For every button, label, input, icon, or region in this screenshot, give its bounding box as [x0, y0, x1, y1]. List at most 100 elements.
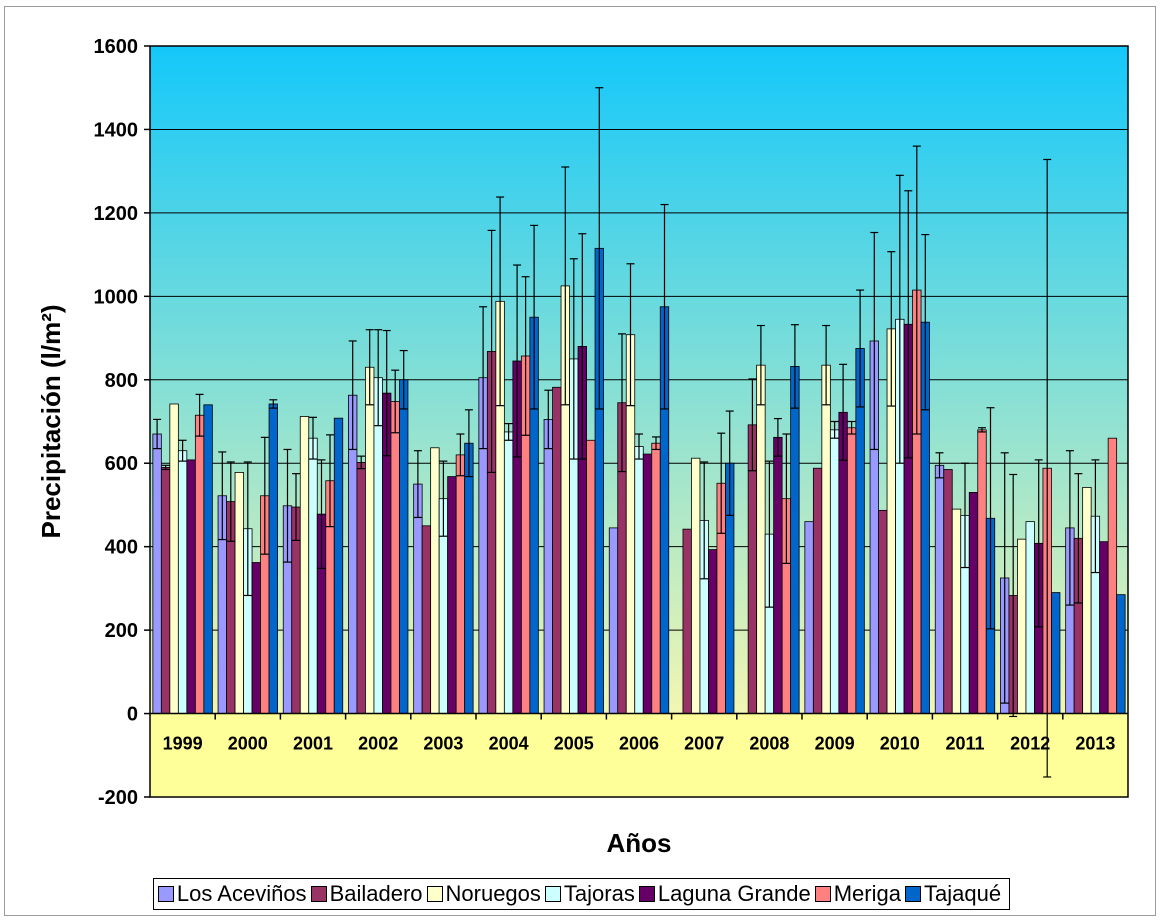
bar	[299, 416, 310, 714]
bar	[430, 447, 440, 714]
bar	[790, 366, 800, 714]
bar	[1051, 592, 1061, 714]
bar	[812, 467, 823, 714]
chart-frame	[4, 6, 1156, 916]
x-tick-label: 2001	[293, 734, 333, 754]
legend-item: Noruegos	[426, 881, 541, 907]
bar	[390, 401, 400, 714]
legend-item: Meriga	[814, 881, 901, 907]
bar	[1107, 437, 1118, 714]
x-tick-label: 2007	[684, 734, 724, 754]
bar	[821, 364, 831, 714]
y-tick-label: 1000	[94, 286, 139, 308]
x-tick-label: 2006	[619, 734, 659, 754]
x-tick-label: 2000	[228, 734, 268, 754]
bar	[1025, 521, 1035, 714]
plot-border	[149, 45, 1129, 798]
bar	[804, 521, 814, 714]
bar	[503, 431, 514, 714]
legend-swatch	[426, 886, 443, 902]
legend-swatch	[157, 886, 174, 902]
x-tick-label: 2005	[554, 734, 594, 754]
bar	[447, 476, 457, 714]
plot-area-negative	[150, 713, 1128, 797]
bar	[878, 509, 888, 714]
bar	[464, 442, 474, 714]
bar	[373, 377, 383, 714]
legend-swatch	[814, 886, 831, 902]
legend-label: Tajoras	[563, 881, 635, 906]
x-tick-label: 2009	[815, 734, 855, 754]
bar	[177, 450, 188, 714]
legend-label: Los Aceviños	[176, 881, 307, 906]
bar	[651, 442, 661, 714]
y-tick-label: 200	[105, 620, 138, 642]
y-tick-label: 0	[127, 704, 138, 726]
bar	[977, 429, 987, 714]
bar	[152, 433, 162, 714]
bar	[968, 492, 979, 714]
x-tick-label: 2012	[1010, 734, 1050, 754]
y-tick-label: 400	[105, 537, 138, 559]
bar	[251, 562, 261, 714]
x-tick-label: 1999	[163, 734, 203, 754]
x-tick-label: 2002	[358, 734, 398, 754]
bar	[365, 366, 375, 714]
bar	[1017, 538, 1027, 714]
bar	[160, 466, 171, 714]
bar	[333, 417, 344, 714]
legend-swatch	[544, 886, 561, 902]
legend-label: Bailadero	[329, 881, 423, 906]
bar	[413, 483, 423, 714]
y-tick-label: 1600	[94, 36, 139, 58]
bar	[356, 461, 366, 714]
bar	[1082, 487, 1092, 714]
bar	[634, 446, 644, 714]
x-tick-label: 2003	[423, 734, 463, 754]
bar	[586, 439, 596, 714]
bar	[169, 403, 179, 714]
bar	[268, 403, 278, 714]
bar	[399, 379, 409, 714]
legend-label: Noruegos	[445, 881, 541, 906]
bar	[421, 525, 432, 714]
legend-item: Los Aceviños	[157, 881, 307, 907]
y-tick-label: 1400	[94, 119, 139, 141]
y-tick-label: -200	[98, 787, 138, 809]
bar	[1116, 594, 1126, 714]
y-tick-label: 1200	[94, 203, 139, 225]
bar	[691, 457, 701, 714]
bar	[552, 386, 562, 714]
legend-swatch	[904, 886, 921, 902]
bar	[186, 459, 196, 714]
legend: Los Aceviños Bailadero Noruegos Tajoras Lagu…	[0, 878, 1163, 910]
legend-label: Laguna Grande	[657, 881, 811, 906]
bar	[308, 437, 318, 714]
legend-label: Meriga	[833, 881, 901, 906]
legend-label: Tajaqué	[923, 881, 1002, 906]
y-tick-label: 800	[105, 370, 138, 392]
legend-item: Tajoras	[544, 881, 635, 907]
y-axis-label: Precipitación (l/m²)	[36, 304, 66, 538]
bar	[943, 469, 953, 714]
x-tick-label: 2011	[945, 734, 984, 754]
legend-item: Laguna Grande	[638, 881, 811, 907]
x-tick-label: 2013	[1075, 734, 1115, 754]
bar	[234, 472, 244, 714]
bar	[194, 414, 205, 714]
legend-item: Bailadero	[310, 881, 423, 907]
x-tick-label: 2004	[489, 734, 529, 754]
bar	[642, 453, 653, 714]
bar	[608, 527, 619, 714]
bar	[756, 364, 766, 714]
bar	[543, 419, 553, 714]
legend-box: Los Aceviños Bailadero Noruegos Tajoras Lagu…	[152, 878, 1011, 910]
bar	[951, 508, 962, 714]
x-tick-label: 2010	[880, 734, 920, 754]
bar	[829, 429, 840, 714]
bar	[682, 528, 692, 714]
legend-item: Tajaqué	[904, 881, 1002, 907]
bar	[846, 427, 857, 714]
bar	[708, 549, 718, 714]
